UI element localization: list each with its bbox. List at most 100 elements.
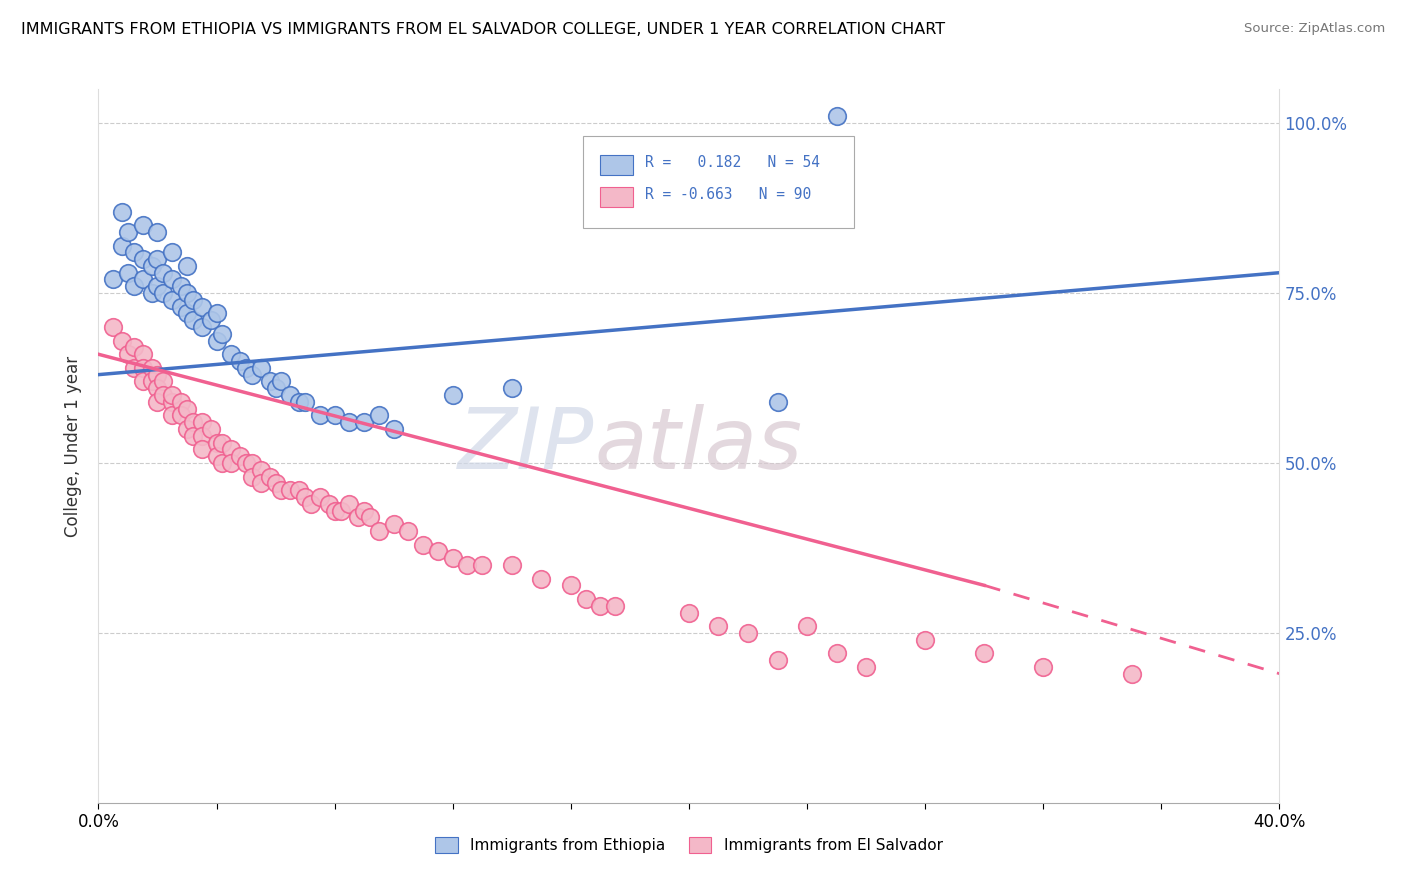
Point bbox=[318, 497, 340, 511]
Y-axis label: College, Under 1 year: College, Under 1 year bbox=[65, 355, 83, 537]
Point bbox=[575, 591, 598, 606]
Point bbox=[280, 388, 302, 402]
Point bbox=[235, 456, 257, 470]
Point bbox=[299, 497, 322, 511]
Point bbox=[347, 510, 370, 524]
Point bbox=[132, 252, 155, 266]
Point bbox=[176, 306, 198, 320]
Point bbox=[457, 558, 479, 572]
Point bbox=[501, 381, 523, 395]
Text: IMMIGRANTS FROM ETHIOPIA VS IMMIGRANTS FROM EL SALVADOR COLLEGE, UNDER 1 YEAR CO: IMMIGRANTS FROM ETHIOPIA VS IMMIGRANTS F… bbox=[21, 22, 945, 37]
Point bbox=[973, 646, 995, 660]
Point bbox=[146, 394, 169, 409]
Point bbox=[368, 524, 391, 538]
Point bbox=[122, 279, 145, 293]
Point bbox=[323, 503, 346, 517]
Point bbox=[240, 368, 263, 382]
Point bbox=[170, 409, 193, 423]
Point bbox=[221, 456, 243, 470]
Point bbox=[382, 422, 405, 436]
FancyBboxPatch shape bbox=[582, 136, 855, 228]
Point bbox=[141, 286, 163, 301]
Point bbox=[382, 517, 405, 532]
Point bbox=[737, 626, 759, 640]
Text: atlas: atlas bbox=[595, 404, 803, 488]
Point bbox=[181, 429, 204, 443]
Point bbox=[796, 619, 818, 633]
Point bbox=[441, 551, 464, 566]
Point bbox=[294, 394, 316, 409]
Text: R = -0.663   N = 90: R = -0.663 N = 90 bbox=[645, 187, 811, 202]
Point bbox=[309, 490, 332, 504]
Bar bbox=[600, 187, 634, 207]
Point bbox=[353, 503, 375, 517]
Point bbox=[1032, 660, 1054, 674]
Point bbox=[162, 394, 183, 409]
Point bbox=[152, 388, 174, 402]
Point bbox=[205, 334, 228, 348]
Point bbox=[259, 375, 281, 389]
Point bbox=[229, 449, 252, 463]
Point bbox=[181, 313, 204, 327]
Legend: Immigrants from Ethiopia, Immigrants from El Salvador: Immigrants from Ethiopia, Immigrants fro… bbox=[429, 831, 949, 859]
Point bbox=[294, 490, 316, 504]
Point bbox=[200, 313, 222, 327]
Point bbox=[176, 259, 198, 273]
Point bbox=[235, 360, 257, 375]
Point bbox=[678, 606, 700, 620]
Point bbox=[221, 442, 243, 457]
Point bbox=[141, 375, 163, 389]
Point bbox=[146, 368, 169, 382]
Point bbox=[427, 544, 450, 558]
Point bbox=[412, 537, 434, 551]
Point bbox=[766, 394, 789, 409]
Point bbox=[162, 272, 183, 286]
Point bbox=[176, 286, 198, 301]
Point bbox=[146, 225, 169, 239]
Point bbox=[122, 245, 145, 260]
Point bbox=[141, 259, 163, 273]
Point bbox=[111, 204, 134, 219]
Point bbox=[240, 469, 263, 483]
Point bbox=[162, 409, 183, 423]
Point bbox=[250, 476, 273, 491]
Point bbox=[259, 469, 281, 483]
Point bbox=[200, 422, 222, 436]
Point bbox=[221, 347, 243, 361]
Point bbox=[152, 266, 174, 280]
Point bbox=[205, 449, 228, 463]
Point bbox=[176, 401, 198, 416]
Point bbox=[141, 360, 163, 375]
Point bbox=[162, 388, 183, 402]
Point bbox=[176, 422, 198, 436]
Point bbox=[229, 354, 252, 368]
Point bbox=[288, 394, 311, 409]
Point bbox=[111, 238, 134, 252]
Point bbox=[205, 435, 228, 450]
Point bbox=[264, 381, 287, 395]
Point bbox=[250, 360, 273, 375]
Point bbox=[560, 578, 582, 592]
Point bbox=[132, 360, 155, 375]
Point bbox=[191, 429, 214, 443]
Point bbox=[250, 463, 273, 477]
Point bbox=[211, 456, 233, 470]
Text: R =   0.182   N = 54: R = 0.182 N = 54 bbox=[645, 155, 820, 170]
Point bbox=[323, 409, 346, 423]
Point bbox=[146, 252, 169, 266]
Point bbox=[170, 394, 193, 409]
Point bbox=[205, 306, 228, 320]
Point bbox=[441, 388, 464, 402]
Point bbox=[132, 375, 155, 389]
Point bbox=[103, 272, 125, 286]
Point bbox=[191, 320, 214, 334]
Point bbox=[329, 503, 352, 517]
Point bbox=[117, 225, 139, 239]
Point bbox=[170, 279, 193, 293]
Point bbox=[191, 300, 214, 314]
Point bbox=[353, 415, 375, 429]
Point bbox=[707, 619, 730, 633]
Point bbox=[766, 653, 789, 667]
Point bbox=[103, 320, 125, 334]
Point bbox=[191, 415, 214, 429]
